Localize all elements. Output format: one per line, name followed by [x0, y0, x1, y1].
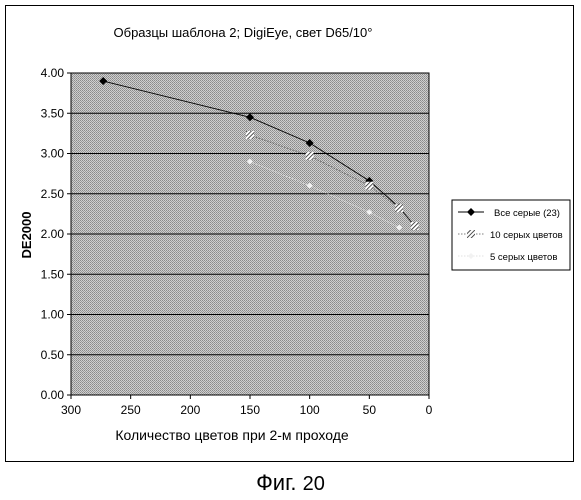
x-axis: 300 250 200 150 100 50 0	[61, 395, 433, 417]
chart: Образцы шаблона 2; DigiEye, свет D65/10°…	[0, 0, 581, 462]
legend: Все серые (23) 10 серых цветов 5 серых цве…	[452, 200, 570, 270]
legend-label: Все серые (23)	[494, 208, 560, 219]
y-tick-label: 3.50	[41, 106, 65, 120]
data-point	[246, 131, 254, 139]
y-tick-label: 2.50	[41, 187, 65, 201]
y-tick-label: 1.50	[41, 267, 65, 281]
y-tick-label: 2.00	[41, 227, 65, 241]
x-tick-label: 50	[363, 403, 377, 417]
y-axis-label: DE2000	[19, 212, 34, 259]
x-tick-label: 200	[180, 403, 200, 417]
y-tick-label: 0.50	[41, 348, 65, 362]
data-point	[365, 182, 373, 190]
data-point	[411, 222, 419, 230]
x-axis-label: Количество цветов при 2-м проходе	[115, 427, 349, 443]
x-tick-label: 250	[121, 403, 141, 417]
y-tick-label: 1.00	[41, 308, 65, 322]
chart-title: Образцы шаблона 2; DigiEye, свет D65/10°	[114, 25, 373, 40]
figure-caption: Фиг. 20	[0, 470, 581, 496]
legend-marker	[467, 230, 475, 238]
figure-caption-number: 20	[303, 473, 325, 495]
y-axis: 0.00 0.50 1.00 1.50 2.00 2.50 3.00 3.50 4.00	[41, 66, 71, 402]
legend-label: 5 серых цветов	[490, 252, 557, 263]
y-tick-label: 0.00	[41, 388, 65, 402]
figure-caption-label: Фиг.	[256, 470, 296, 495]
data-point	[306, 152, 314, 160]
data-point	[395, 204, 403, 212]
x-tick-label: 300	[61, 403, 81, 417]
x-tick-label: 150	[240, 403, 260, 417]
y-tick-label: 3.00	[41, 147, 65, 161]
y-tick-label: 4.00	[41, 66, 65, 80]
x-tick-label: 100	[300, 403, 320, 417]
legend-label: 10 серых цветов	[490, 230, 563, 241]
x-tick-label: 0	[426, 403, 433, 417]
